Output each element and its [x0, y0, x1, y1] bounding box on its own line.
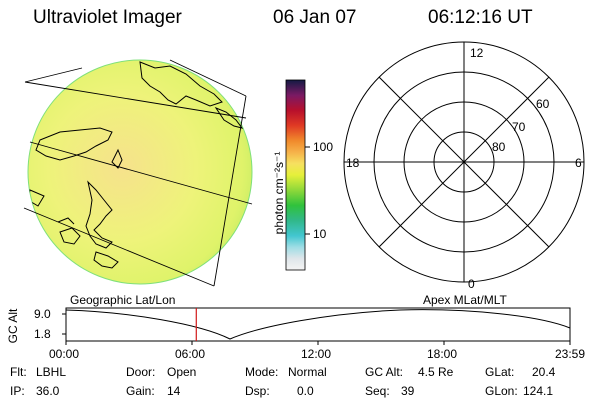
coastline-china-coast [35, 127, 113, 161]
timeline-xtick-1200: 12:00 [301, 347, 332, 361]
gain-value: 14 [167, 384, 181, 398]
timeline-xtick-0000: 00:00 [49, 347, 80, 361]
coastlines [28, 61, 244, 269]
ip-value: 36.0 [36, 384, 60, 398]
timeline-plot [62, 307, 571, 345]
mode-label: Mode: [245, 365, 279, 379]
colorbar-scale [285, 79, 306, 271]
earth-image [23, 59, 253, 287]
door-value: Open [167, 365, 197, 379]
observation-date: 06 Jan 07 [273, 7, 357, 28]
coastline-luzon [85, 180, 113, 249]
timeline-xtick-1800: 18:00 [427, 347, 458, 361]
coastline-mindanao [93, 251, 119, 269]
polar-diagonal-line-b [378, 76, 550, 248]
colorbar-unit-label: photon cm⁻²s⁻¹ [272, 151, 286, 235]
gain-label: Gain: [126, 384, 155, 398]
seq-value: 39 [401, 384, 415, 398]
mlat-label-70: 70 [512, 120, 526, 134]
apex-grid-label: Apex MLat/MLT [423, 293, 507, 307]
ip-label: IP: [10, 384, 25, 398]
gc-altitude-curve [65, 309, 571, 340]
dsp-value: 0.0 [297, 384, 314, 398]
mlt-label-18: 18 [346, 156, 360, 170]
flt-value: LBHL [36, 365, 67, 379]
colorbar [285, 79, 310, 271]
timeline-xtick-0600: 06:00 [175, 347, 206, 361]
dsp-label: Dsp: [245, 384, 270, 398]
colorbar-label-10: 10 [313, 227, 327, 241]
polar-plot [343, 41, 585, 283]
geographic-grid-label: Geographic Lat/Lon [70, 293, 176, 307]
seq-label: Seq: [365, 384, 390, 398]
timeline-ytick-high: 9.0 [34, 307, 51, 321]
glat-label: GLat: [485, 365, 515, 379]
mode-value: Normal [288, 365, 327, 379]
geo-grid-lines [23, 59, 253, 287]
colorbar-label-100: 100 [313, 140, 334, 154]
timeline-axis-label: GC Alt [6, 308, 20, 344]
coastline-taiwan [111, 148, 123, 169]
door-label: Door: [126, 365, 156, 379]
flt-label: Flt: [10, 365, 27, 379]
mlt-label-12: 12 [470, 46, 484, 60]
glat-value: 20.4 [532, 365, 556, 379]
coastline-palawan [57, 217, 75, 225]
glon-value: 124.1 [523, 384, 554, 398]
coastline-borneo-north [59, 227, 81, 245]
timeline-xtick-2359: 23:59 [555, 347, 586, 361]
gcalt-label: GC Alt: [365, 365, 404, 379]
mlat-label-80: 80 [492, 140, 506, 154]
mlt-label-6: 6 [575, 156, 582, 170]
earth-disk [27, 59, 253, 285]
mlt-label-0: 0 [468, 277, 475, 291]
timeline-ticks [62, 313, 571, 345]
glon-label: GLon: [485, 384, 518, 398]
observation-time: 06:12:16 UT [428, 7, 533, 28]
timeline-ytick-low: 1.8 [34, 327, 51, 341]
coastline-japan-south [214, 106, 244, 129]
instrument-title: Ultraviolet Imager [33, 7, 182, 28]
coastline-korea-japan [139, 61, 223, 107]
mlat-label-60: 60 [536, 97, 550, 111]
gcalt-value: 4.5 Re [418, 365, 454, 379]
